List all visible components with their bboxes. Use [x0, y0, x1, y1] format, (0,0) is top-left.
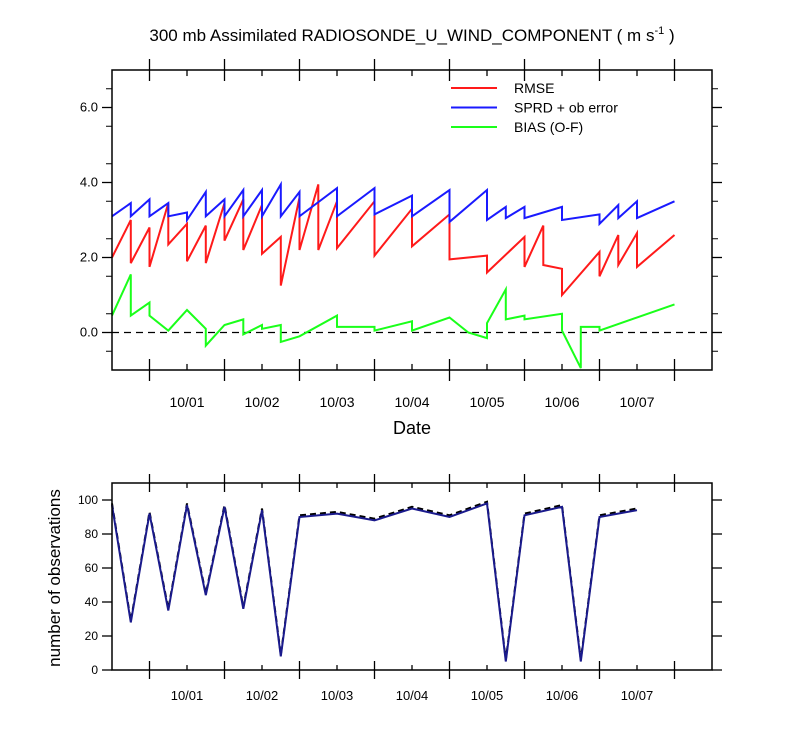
obs-y-tick-label: 100	[78, 493, 98, 507]
main-y-tick-label: 4.0	[80, 175, 98, 190]
main-y-tick-label: 0.0	[80, 325, 98, 340]
legend: RMSE SPRD + ob error BIAS (O-F)	[451, 80, 618, 135]
legend-label-bias-o-f: BIAS (O-F)	[514, 119, 583, 135]
obs-x-tick-label: 10/01	[171, 688, 204, 703]
obs-x-tick-label: 10/03	[321, 688, 354, 703]
legend-label-sprd-ob-error: SPRD + ob error	[514, 100, 618, 116]
x-axis-label: Date	[393, 418, 431, 438]
chart-title-end: )	[664, 26, 674, 45]
obs-series-obs-used	[111, 502, 638, 662]
obs-panel: 10/01 10/02 10/03 10/04 10/05 10/06 10/07 0 20 40…	[78, 474, 722, 703]
main-x-tick-label: 10/05	[469, 394, 504, 410]
main-series-sprd-ob-error	[111, 180, 675, 227]
main-x-tick-label: 10/04	[394, 394, 429, 410]
obs-x-tick-label: 10/05	[471, 688, 504, 703]
obs-y-tick-label: 0	[91, 663, 98, 677]
obs-y-tick-label: 60	[85, 561, 99, 575]
main-y-tick-label: 2.0	[80, 250, 98, 265]
chart-title-exponent: -1	[654, 25, 664, 37]
main-x-tick-label: 10/06	[544, 394, 579, 410]
obs-y-tick-label: 80	[85, 527, 99, 541]
obs-y-tick-label: 40	[85, 595, 99, 609]
main-x-tick-label: 10/07	[619, 394, 654, 410]
y-axis-label-obs: number of observations	[45, 489, 64, 667]
main-series-rmse	[111, 184, 676, 298]
main-panel: 10/01 10/02 10/03 10/04 10/05 10/06 10/07 0.0 2.…	[80, 59, 722, 410]
main-x-tick-label: 10/03	[319, 394, 354, 410]
chart-title-main: 300 mb Assimilated RADIOSONDE_U_WIND_COM…	[149, 26, 654, 45]
main-x-tick-label: 10/02	[244, 394, 279, 410]
main-y-tick-label: 6.0	[80, 100, 98, 115]
obs-y-tick-label: 20	[85, 629, 99, 643]
main-series-bias-o-f	[111, 273, 675, 369]
main-x-tick-label: 10/01	[169, 394, 204, 410]
obs-x-tick-label: 10/07	[621, 688, 654, 703]
legend-label-rmse: RMSE	[514, 80, 554, 96]
obs-x-tick-label: 10/02	[246, 688, 279, 703]
obs-x-tick-label: 10/06	[546, 688, 579, 703]
chart-title: 300 mb Assimilated RADIOSONDE_U_WIND_COM…	[149, 25, 674, 45]
obs-x-tick-label: 10/04	[396, 688, 429, 703]
